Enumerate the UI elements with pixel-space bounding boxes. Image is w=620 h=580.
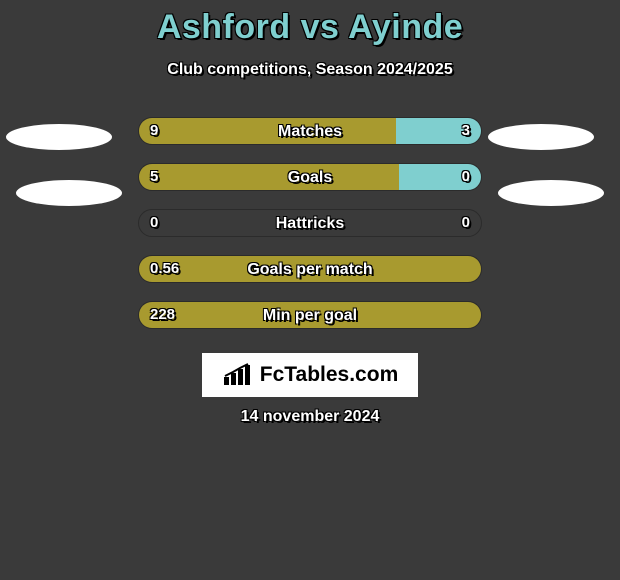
stat-left-value: 228	[150, 301, 175, 329]
player-left-ellipse	[6, 124, 112, 150]
stat-bar-left	[139, 164, 399, 190]
stat-bar-left	[139, 118, 396, 144]
player-left-ellipse	[16, 180, 122, 206]
stat-left-value: 0.56	[150, 255, 179, 283]
stat-bar-track: Goals	[138, 163, 482, 191]
stat-bar-left	[139, 256, 481, 282]
stat-left-value: 0	[150, 209, 158, 237]
stat-left-value: 5	[150, 163, 158, 191]
footer-date: 14 november 2024	[0, 408, 620, 426]
player-right-ellipse	[498, 180, 604, 206]
stat-row-hattricks: 0 Hattricks 0	[0, 201, 620, 247]
stat-bar-track: Hattricks	[138, 209, 482, 237]
stat-label: Hattricks	[139, 210, 481, 237]
page-title: Ashford vs Ayinde	[0, 8, 620, 47]
page-subtitle: Club competitions, Season 2024/2025	[0, 61, 620, 79]
stat-bar-track: Goals per match	[138, 255, 482, 283]
brand-chart-icon	[222, 363, 256, 387]
brand-text: FcTables.com	[260, 363, 399, 387]
stat-bar-track: Matches	[138, 117, 482, 145]
stat-right-value: 0	[462, 209, 470, 237]
stat-left-value: 9	[150, 117, 158, 145]
stat-bar-track: Min per goal	[138, 301, 482, 329]
stat-right-value: 3	[462, 117, 470, 145]
brand-badge: FcTables.com	[202, 353, 418, 397]
comparison-infographic: Ashford vs Ayinde Club competitions, Sea…	[0, 0, 620, 580]
stat-bar-left	[139, 302, 481, 328]
stat-right-value: 0	[462, 163, 470, 191]
stat-row-min-per-goal: 228 Min per goal	[0, 293, 620, 339]
player-right-ellipse	[488, 124, 594, 150]
stat-row-goals-per-match: 0.56 Goals per match	[0, 247, 620, 293]
